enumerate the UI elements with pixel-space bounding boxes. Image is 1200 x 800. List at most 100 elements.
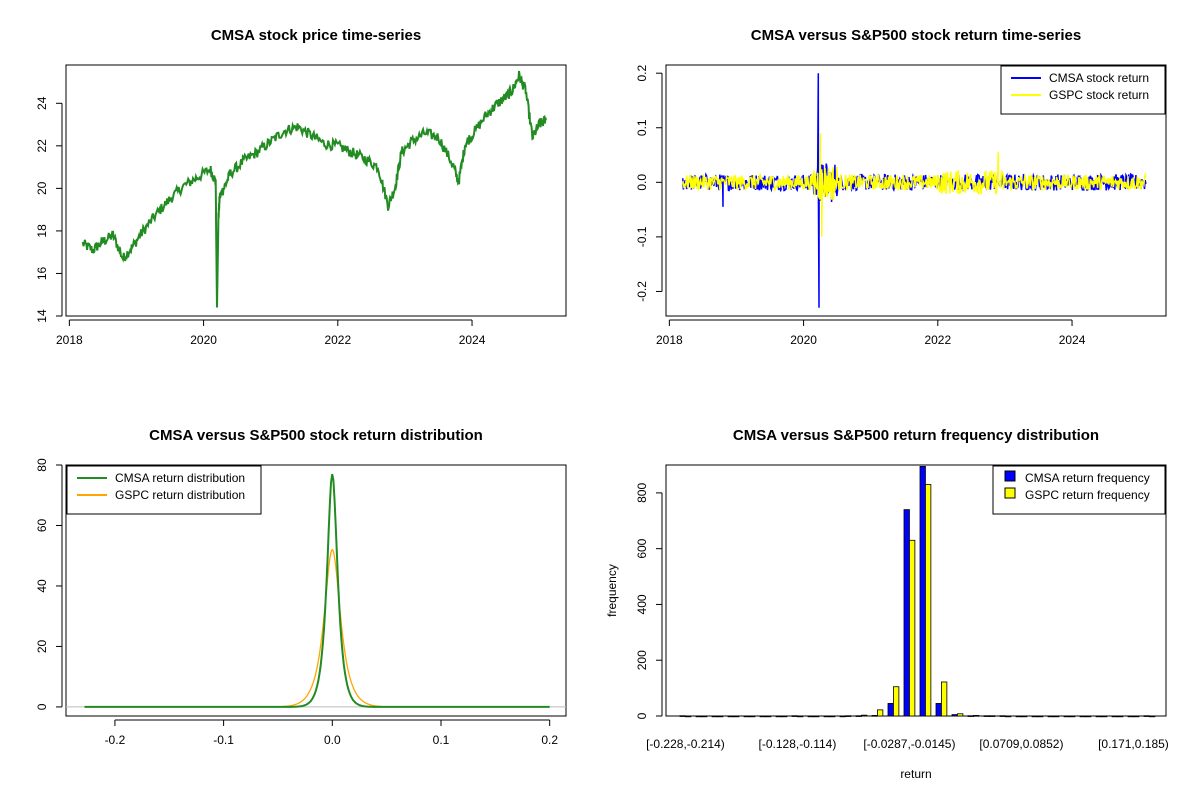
histogram-bar — [1133, 715, 1140, 718]
histogram-bar — [1111, 715, 1118, 718]
x-tick-label: 2020 — [790, 333, 817, 347]
histogram-bar — [743, 715, 750, 718]
y-tick-label: 200 — [635, 650, 649, 670]
histogram-bar — [829, 715, 836, 718]
histogram-bar — [823, 715, 830, 718]
legend-box — [992, 465, 1166, 515]
x-tick-label: 2022 — [924, 333, 951, 347]
histogram-bar — [711, 715, 718, 718]
histogram-bar — [1047, 715, 1054, 718]
histogram-bar — [695, 715, 702, 718]
histogram-bar — [861, 714, 868, 717]
density-curve — [212, 548, 431, 708]
histogram-bar — [845, 715, 852, 717]
plot-frame — [65, 464, 567, 717]
histogram-bar — [807, 715, 814, 718]
y-tick-label: 20 — [35, 181, 49, 195]
histogram-bar — [887, 703, 894, 717]
histogram-bar — [941, 681, 948, 717]
panel-returns: CMSA versus S&P500 stock return time-ser… — [635, 27, 1167, 347]
y-tick-label: 0.2 — [635, 65, 649, 82]
chart-title: CMSA versus S&P500 stock return time-ser… — [751, 27, 1081, 44]
histogram-bar — [957, 713, 964, 717]
histogram-bar — [909, 539, 916, 717]
histogram-bar — [749, 715, 756, 718]
histogram-bar — [1117, 715, 1124, 718]
x-tick-label: [0.171,0.185) — [1098, 737, 1169, 751]
density-curve — [84, 473, 550, 708]
histogram-bar — [1101, 715, 1108, 718]
histogram-bar — [733, 715, 740, 718]
y-tick-label: 22 — [35, 139, 49, 153]
histogram-bar — [765, 715, 772, 718]
y-tick-label: 0.1 — [635, 119, 649, 136]
histogram-bar — [759, 715, 766, 718]
legend-label: CMSA return frequency — [1025, 471, 1150, 485]
histogram-bar — [935, 703, 942, 717]
y-tick-label: 400 — [635, 594, 649, 614]
legend-label: CMSA stock return — [1049, 71, 1149, 85]
y-tick-label: 800 — [635, 483, 649, 503]
histogram-bar — [967, 715, 974, 717]
legend-label: CMSA return distribution — [115, 471, 245, 485]
x-tick-label: -0.2 — [105, 733, 126, 747]
legend-label: GSPC return distribution — [115, 488, 245, 502]
x-tick-label: 0.1 — [433, 733, 450, 747]
histogram-bar — [781, 715, 788, 718]
x-tick-label: 2020 — [190, 333, 217, 347]
histogram-bar — [679, 715, 686, 717]
y-tick-label: 40 — [35, 579, 49, 593]
x-tick-label: 2024 — [1059, 333, 1086, 347]
y-axis-label: frequency — [605, 564, 619, 617]
histogram-bar — [701, 715, 708, 718]
histogram-bar — [919, 465, 926, 717]
histogram-bar — [775, 715, 782, 718]
legend-label: GSPC stock return — [1049, 88, 1149, 102]
histogram-bar — [1063, 715, 1070, 718]
legend-swatch — [1004, 487, 1016, 499]
legend-box — [66, 465, 262, 515]
chart-title: CMSA versus S&P500 return frequency dist… — [733, 427, 1099, 444]
x-tick-label: 2018 — [656, 333, 683, 347]
panel-density: CMSA versus S&P500 stock return distribu… — [35, 427, 567, 747]
y-tick-label: 0.0 — [635, 174, 649, 191]
histogram-bar — [1015, 715, 1022, 718]
histogram-bar — [983, 715, 990, 717]
histogram-bar — [1143, 715, 1150, 717]
y-tick-label: -0.2 — [635, 281, 649, 302]
histogram-bar — [1127, 715, 1134, 718]
plot-frame — [665, 64, 1167, 317]
histogram-bar — [1079, 715, 1086, 718]
x-tick-label: [0.0709,0.0852) — [979, 737, 1063, 751]
histogram-bar — [1149, 715, 1156, 718]
histogram-bar — [893, 686, 900, 717]
y-tick-label: 18 — [35, 224, 49, 238]
x-tick-label: [-0.228,-0.214) — [646, 737, 725, 751]
histogram-bar — [903, 509, 910, 717]
legend-swatch — [1004, 470, 1016, 482]
histogram-bar — [1053, 715, 1060, 718]
x-tick-label: [-0.0287,-0.0145) — [863, 737, 955, 751]
histogram-bar — [839, 715, 846, 718]
y-tick-label: 24 — [35, 96, 49, 110]
x-tick-label: 0.2 — [541, 733, 558, 747]
y-tick-label: 16 — [35, 266, 49, 280]
y-tick-label: 60 — [35, 518, 49, 532]
x-tick-label: 2018 — [56, 333, 83, 347]
histogram-bar — [717, 715, 724, 718]
histogram-bar — [877, 709, 884, 717]
panel-histogram: CMSA versus S&P500 return frequency dist… — [605, 427, 1169, 781]
y-tick-label: 0 — [35, 703, 49, 710]
histogram-bar — [685, 715, 692, 718]
histogram-bar — [1021, 715, 1028, 718]
chart-title: CMSA stock price time-series — [211, 27, 421, 44]
histogram-bar — [951, 714, 958, 717]
histogram-bar — [1085, 715, 1092, 718]
histogram-bar — [999, 715, 1006, 717]
legend-label: GSPC return frequency — [1025, 488, 1150, 502]
histogram-bar — [791, 715, 798, 717]
histogram-bar — [1005, 715, 1012, 718]
plot-frame — [65, 64, 567, 317]
